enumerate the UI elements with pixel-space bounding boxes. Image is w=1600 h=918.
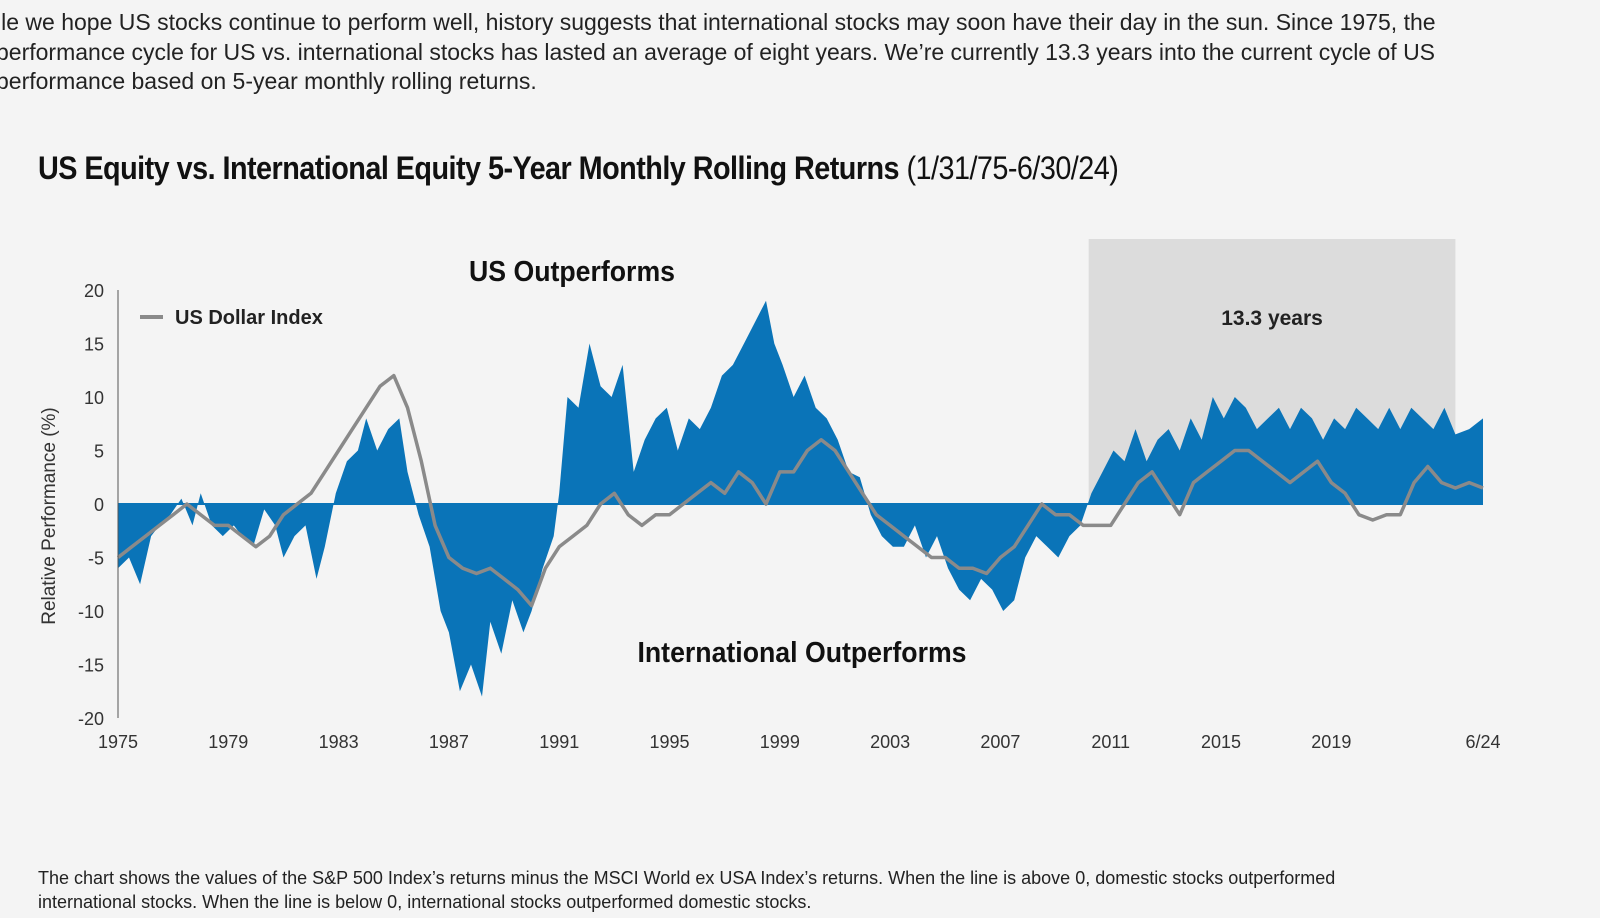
x-tick-label: 2007 — [980, 732, 1020, 752]
shaded-region-label: 13.3 years — [1221, 307, 1323, 330]
intro-line: performance cycle for US vs. internation… — [0, 38, 1436, 65]
x-tick-label: 2015 — [1201, 732, 1241, 752]
chart-title-range: (1/31/75-6/30/24) — [906, 150, 1119, 186]
y-tick-label: -5 — [88, 549, 104, 569]
us-dollar-index-line — [116, 373, 1484, 608]
y-axis-label: Relative Performance (%) — [39, 407, 60, 625]
intro-line: ile we hope US stocks continue to perfor… — [0, 9, 1436, 35]
y-tick-label: 20 — [84, 281, 104, 301]
x-tick-label: 1991 — [539, 732, 579, 752]
x-tick-label: 2003 — [870, 732, 910, 752]
x-tick-label: 2019 — [1311, 732, 1351, 752]
x-tick-label: 1987 — [429, 732, 469, 752]
international-outperforms-label: International Outperforms — [637, 636, 966, 668]
y-tick-label: 15 — [84, 335, 104, 355]
legend-label: US Dollar Index — [175, 307, 323, 329]
x-tick-label: 1995 — [649, 732, 689, 752]
y-tick-label: -10 — [78, 602, 104, 622]
y-tick-label: 0 — [94, 495, 104, 515]
footnote-line: international stocks. When the line is b… — [38, 892, 812, 912]
x-tick-label: 1999 — [760, 732, 800, 752]
y-tick-label: -20 — [78, 709, 104, 729]
x-tick-label: 1979 — [208, 732, 248, 752]
chart-title: US Equity vs. International Equity 5-Yea… — [38, 150, 1119, 187]
footnote-line: The chart shows the values of the S&P 50… — [38, 868, 1336, 888]
y-tick-label: -15 — [78, 656, 104, 676]
chart-title-main: US Equity vs. International Equity 5-Yea… — [38, 150, 900, 186]
y-tick-label: 5 — [94, 442, 104, 462]
chart-footnote: The chart shows the values of the S&P 50… — [38, 866, 1558, 914]
intro-paragraph: ile we hope US stocks continue to perfor… — [0, 8, 1596, 97]
intro-line: performance based on 5-year monthly roll… — [0, 68, 537, 94]
x-tick-label: 1975 — [98, 732, 138, 752]
x-tick-label: 2011 — [1091, 732, 1130, 752]
x-tick-label: 1983 — [319, 732, 359, 752]
y-tick-label: 10 — [84, 388, 104, 408]
us-outperforms-label: US Outperforms — [469, 255, 675, 287]
x-tick-label: 6/24 — [1465, 732, 1500, 752]
relative-performance-area — [118, 300, 1483, 697]
